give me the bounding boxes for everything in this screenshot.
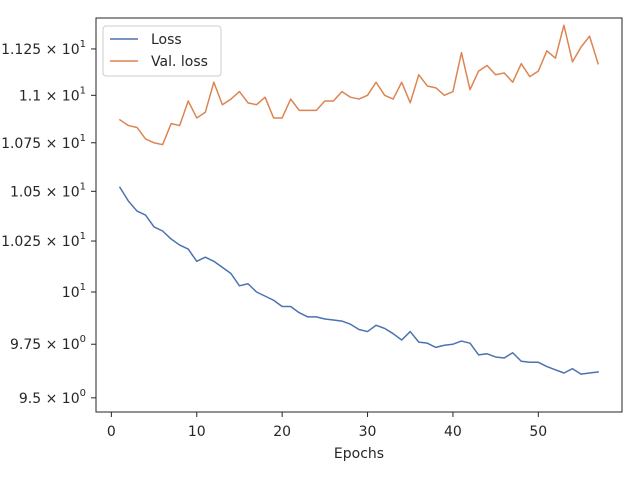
y-tick-times: × xyxy=(41,391,62,407)
series-line-1 xyxy=(118,24,600,146)
y-tick-label: 1.025 × 101 xyxy=(1,231,86,250)
y-tick-label: 1.05 × 101 xyxy=(10,181,86,200)
y-tick-times: × xyxy=(41,88,62,104)
y-tick-base: 10 xyxy=(62,184,80,200)
y-tick-label: 101 xyxy=(62,282,86,301)
y-tick-times: × xyxy=(41,184,62,200)
x-tick-label: 10 xyxy=(188,424,206,440)
y-tick-mantissa: 9.75 xyxy=(10,337,41,353)
y-tick-exponent: 1 xyxy=(80,133,86,144)
y-tick-mantissa: 1.025 xyxy=(1,234,41,250)
y-tick-exponent: 1 xyxy=(80,282,86,293)
y-tick-exponent: 1 xyxy=(80,231,86,242)
series-line-0 xyxy=(118,186,599,375)
y-tick-base: 10 xyxy=(62,42,80,58)
plot-frame xyxy=(95,17,623,413)
y-tick-exponent: 1 xyxy=(80,39,86,50)
legend-label-1: Val. loss xyxy=(151,54,208,70)
y-tick-times: × xyxy=(41,136,62,152)
legend-label-0: Loss xyxy=(151,32,182,48)
y-tick-mantissa: 1.05 xyxy=(10,184,41,200)
x-axis-label: Epochs xyxy=(334,446,384,462)
y-tick-mantissa: 1.075 xyxy=(1,136,41,152)
y-tick-base: 10 xyxy=(62,234,80,250)
y-tick-label: 9.75 × 100 xyxy=(10,334,86,353)
y-tick-exponent: 1 xyxy=(80,181,86,192)
x-tick-label: 20 xyxy=(273,424,291,440)
y-tick-mantissa: 1.1 xyxy=(19,88,41,104)
x-tick-label: 30 xyxy=(359,424,377,440)
x-tick-label: 0 xyxy=(107,424,116,440)
y-tick-label: 9.5 × 100 xyxy=(19,388,86,407)
y-tick-mantissa: 9.5 xyxy=(19,391,41,407)
y-tick-base: 10 xyxy=(62,391,80,407)
y-tick-base: 10 xyxy=(62,337,80,353)
y-tick-times: × xyxy=(41,337,62,353)
y-tick-times: × xyxy=(41,234,62,250)
y-tick-exponent: 1 xyxy=(80,85,86,96)
y-tick-base: 10 xyxy=(62,136,80,152)
y-tick-label: 1.1 × 101 xyxy=(19,85,86,104)
series-layer xyxy=(118,24,600,375)
y-tick-exponent: 0 xyxy=(80,388,86,399)
y-tick-label: 1.075 × 101 xyxy=(1,133,86,152)
y-tick-label: 1.125 × 101 xyxy=(1,39,86,58)
x-axis: 0 10 20 30 40 50 xyxy=(107,412,547,440)
y-tick-mantissa: 1.125 xyxy=(1,42,41,58)
y-tick-base: 10 xyxy=(62,88,80,104)
legend: Loss Val. loss xyxy=(102,25,222,77)
y-tick-times: × xyxy=(41,42,62,58)
y-tick-exponent: 0 xyxy=(80,334,86,345)
x-tick-label: 50 xyxy=(529,424,547,440)
x-tick-label: 40 xyxy=(444,424,462,440)
y-tick-base: 10 xyxy=(62,285,80,301)
